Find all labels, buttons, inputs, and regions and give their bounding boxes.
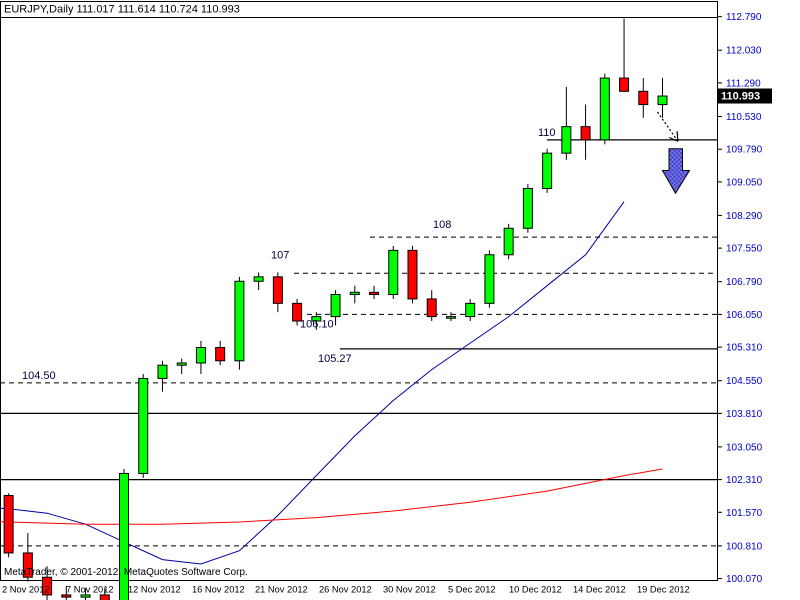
svg-text:100.810: 100.810	[726, 541, 763, 552]
svg-text:112.030: 112.030	[726, 46, 762, 57]
svg-text:10 Dec 2012: 10 Dec 2012	[509, 585, 562, 595]
svg-text:21 Nov 2012: 21 Nov 2012	[255, 585, 308, 595]
svg-text:109.050: 109.050	[726, 177, 763, 188]
svg-text:16 Nov 2012: 16 Nov 2012	[192, 585, 245, 595]
svg-text:104.550: 104.550	[726, 376, 763, 387]
svg-text:19 Dec 2012: 19 Dec 2012	[637, 585, 690, 595]
svg-text:111.290: 111.290	[726, 78, 761, 89]
svg-text:105.27: 105.27	[318, 353, 352, 365]
svg-text:MetaTrader, © 2001-2012, MetaQ: MetaTrader, © 2001-2012, MetaQuotes Soft…	[4, 567, 248, 578]
svg-text:7 Nov 2012: 7 Nov 2012	[66, 585, 114, 595]
svg-text:112.790: 112.790	[726, 12, 762, 23]
svg-text:107.550: 107.550	[726, 244, 763, 255]
svg-text:103.050: 103.050	[726, 442, 763, 453]
svg-text:110.530: 110.530	[726, 112, 762, 123]
svg-text:107: 107	[271, 249, 289, 261]
svg-text:100.070: 100.070	[726, 574, 763, 585]
svg-text:108.290: 108.290	[726, 211, 763, 222]
svg-text:109.790: 109.790	[726, 145, 763, 156]
svg-text:106.790: 106.790	[726, 277, 763, 288]
svg-text:14 Dec 2012: 14 Dec 2012	[573, 585, 626, 595]
svg-text:30 Nov 2012: 30 Nov 2012	[383, 585, 436, 595]
svg-text:106.10: 106.10	[300, 318, 334, 330]
svg-text:2 Nov 2012: 2 Nov 2012	[2, 585, 50, 595]
svg-text:EURJPY,Daily 111.017 111.614: EURJPY,Daily 111.017 111.614 110.724 110…	[4, 4, 240, 16]
svg-text:104.50: 104.50	[22, 370, 56, 382]
svg-text:106.050: 106.050	[726, 310, 763, 321]
svg-text:101.570: 101.570	[726, 508, 763, 519]
svg-text:12 Nov 2012: 12 Nov 2012	[128, 585, 181, 595]
svg-text:110.993: 110.993	[721, 91, 760, 103]
svg-text:26 Nov 2012: 26 Nov 2012	[319, 585, 372, 595]
svg-text:105.310: 105.310	[726, 343, 763, 354]
svg-text:5 Dec 2012: 5 Dec 2012	[448, 585, 496, 595]
svg-text:102.310: 102.310	[726, 475, 763, 486]
svg-text:103.810: 103.810	[726, 409, 763, 420]
svg-text:108: 108	[433, 219, 451, 231]
svg-text:110: 110	[538, 127, 556, 139]
